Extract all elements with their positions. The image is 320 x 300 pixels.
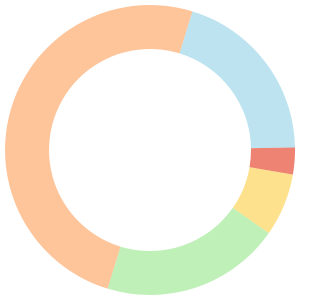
donut-segment [5,5,193,289]
donut-segment [107,207,269,295]
donut-segment [249,147,295,175]
donut-segment [232,167,293,234]
donut-segment [179,11,295,149]
chart [5,5,295,295]
